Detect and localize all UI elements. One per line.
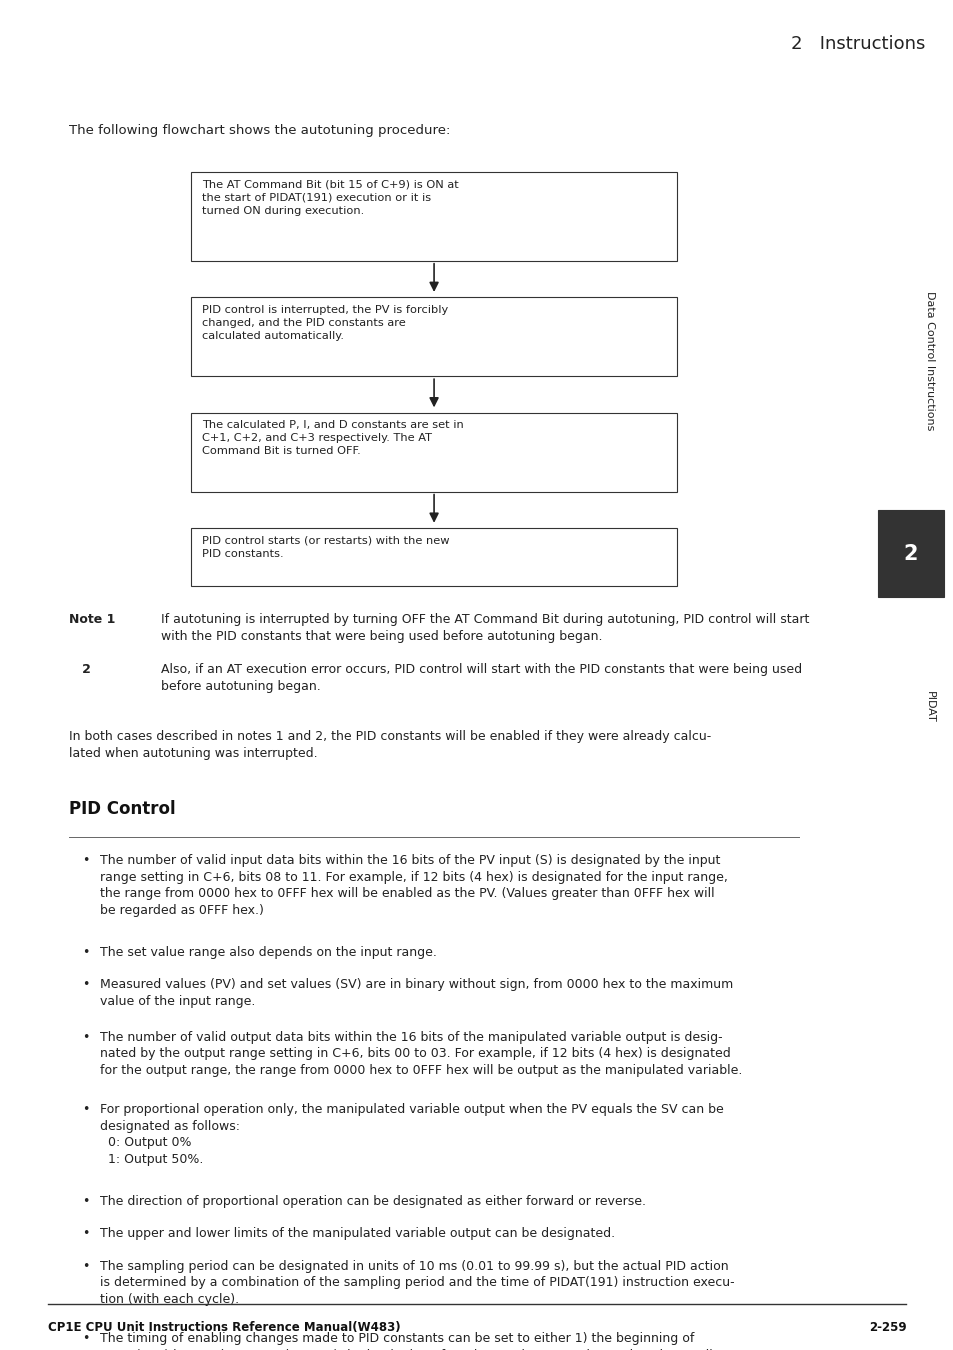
FancyBboxPatch shape (878, 510, 943, 597)
Text: The AT Command Bit (bit 15 of C+9) is ON at
the start of PIDAT(191) execution or: The AT Command Bit (bit 15 of C+9) is ON… (202, 180, 458, 216)
FancyBboxPatch shape (191, 413, 677, 491)
Text: Data Control Instructions: Data Control Instructions (924, 290, 934, 431)
Text: The upper and lower limits of the manipulated variable output can be designated.: The upper and lower limits of the manipu… (100, 1227, 615, 1241)
Text: •: • (82, 1195, 90, 1208)
Text: The calculated P, I, and D constants are set in
C+1, C+2, and C+3 respectively. : The calculated P, I, and D constants are… (202, 420, 463, 456)
Text: •: • (82, 853, 90, 867)
Text: •: • (82, 946, 90, 958)
Text: Also, if an AT execution error occurs, PID control will start with the PID const: Also, if an AT execution error occurs, P… (160, 663, 801, 693)
Text: If autotuning is interrupted by turning OFF the AT Command Bit during autotuning: If autotuning is interrupted by turning … (160, 613, 808, 643)
Text: PIDAT: PIDAT (924, 691, 934, 722)
FancyBboxPatch shape (191, 528, 677, 586)
Text: •: • (82, 1103, 90, 1116)
Text: The following flowchart shows the autotuning procedure:: The following flowchart shows the autotu… (70, 124, 451, 136)
Text: Note 1: Note 1 (70, 613, 115, 626)
Text: 2: 2 (70, 663, 91, 676)
Text: Measured values (PV) and set values (SV) are in binary without sign, from 0000 h: Measured values (PV) and set values (SV)… (100, 979, 732, 1008)
FancyBboxPatch shape (191, 297, 677, 377)
Text: PID control starts (or restarts) with the new
PID constants.: PID control starts (or restarts) with th… (202, 536, 449, 559)
Text: •: • (82, 1260, 90, 1273)
Text: The number of valid output data bits within the 16 bits of the manipulated varia: The number of valid output data bits wit… (100, 1030, 741, 1077)
Text: •: • (82, 1227, 90, 1241)
Text: 2: 2 (902, 544, 918, 564)
Text: The direction of proportional operation can be designated as either forward or r: The direction of proportional operation … (100, 1195, 645, 1208)
Text: The set value range also depends on the input range.: The set value range also depends on the … (100, 946, 436, 958)
Text: In both cases described in notes 1 and 2, the PID constants will be enabled if t: In both cases described in notes 1 and 2… (70, 730, 711, 760)
FancyBboxPatch shape (191, 173, 677, 261)
Text: •: • (82, 1332, 90, 1345)
Text: PID Control: PID Control (70, 801, 176, 818)
Text: 2-259: 2-259 (868, 1320, 905, 1334)
Text: The number of valid input data bits within the 16 bits of the PV input (S) is de: The number of valid input data bits with… (100, 853, 727, 917)
Text: The sampling period can be designated in units of 10 ms (0.01 to 99.99 s), but t: The sampling period can be designated in… (100, 1260, 734, 1307)
Text: The timing of enabling changes made to PID constants can be set to either 1) the: The timing of enabling changes made to P… (100, 1332, 739, 1350)
Text: 2   Instructions: 2 Instructions (790, 35, 924, 53)
Text: PID control is interrupted, the PV is forcibly
changed, and the PID constants ar: PID control is interrupted, the PV is fo… (202, 305, 448, 342)
Text: CP1E CPU Unit Instructions Reference Manual(W483): CP1E CPU Unit Instructions Reference Man… (48, 1320, 400, 1334)
Text: •: • (82, 979, 90, 991)
Text: •: • (82, 1030, 90, 1044)
Text: For proportional operation only, the manipulated variable output when the PV equ: For proportional operation only, the man… (100, 1103, 722, 1166)
